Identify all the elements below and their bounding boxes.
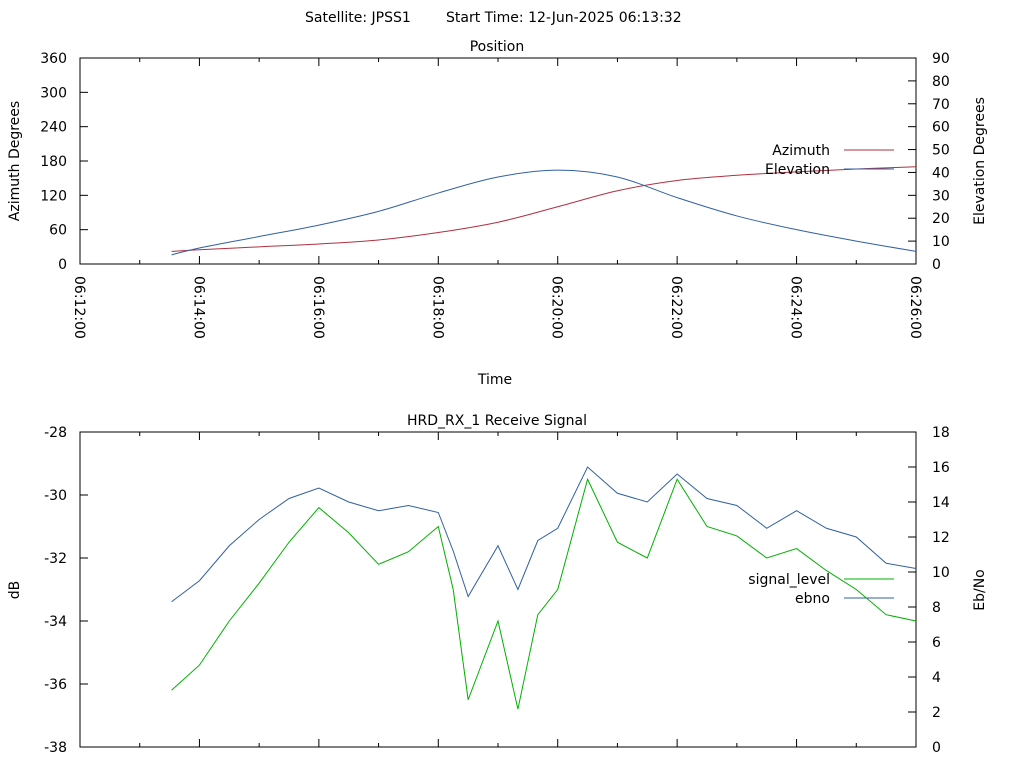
- start-time-label: Start Time: 12-Jun-2025 06:13:32: [446, 10, 682, 26]
- position-plot-frame: [79, 57, 917, 265]
- y-tick-label: 300: [40, 85, 67, 101]
- series-line-signal-level: [171, 477, 917, 710]
- y-tick-label: 360: [40, 51, 67, 67]
- x-tick-label: 06:14:00: [190, 276, 206, 339]
- y2-tick-label: 0: [932, 740, 941, 756]
- y-tick-label: -30: [44, 488, 67, 504]
- y2-tick-label: 16: [932, 460, 950, 476]
- position-chart: Position Azimuth Degrees Elevation Degre…: [7, 39, 988, 388]
- series-line-elevation: [171, 169, 917, 256]
- series-line-azimuth: [171, 166, 917, 252]
- y-tick-label: 60: [49, 223, 67, 239]
- x-tick-label: 06:16:00: [310, 276, 326, 339]
- y-tick-label: 180: [40, 154, 67, 170]
- y2-tick-label: 70: [932, 97, 950, 113]
- y2-tick-label: 90: [932, 51, 950, 67]
- y-tick-label: -38: [44, 740, 67, 756]
- series-line-ebno: [171, 466, 917, 603]
- y2-tick-label: 2: [932, 705, 941, 721]
- y2-tick-label: 12: [932, 530, 950, 546]
- signal-y2-axis-label: Eb/No: [972, 569, 988, 611]
- y-tick-label: -32: [44, 551, 67, 567]
- y2-tick-label: 8: [932, 600, 941, 616]
- position-y2-axis-label: Elevation Degrees: [972, 97, 988, 225]
- y2-tick-label: 10: [932, 234, 950, 250]
- signal-chart-title: HRD_RX_1 Receive Signal: [407, 413, 587, 429]
- y-tick-label: -34: [44, 614, 67, 630]
- y-tick-label: 0: [58, 257, 67, 273]
- x-tick-label: 06:24:00: [788, 276, 804, 339]
- y-tick-label: -36: [44, 677, 67, 693]
- y-tick-label: 120: [40, 188, 67, 204]
- y2-tick-label: 10: [932, 565, 950, 581]
- legend-entry: signal_level: [748, 572, 830, 588]
- y2-tick-label: 80: [932, 74, 950, 90]
- y-tick-label: -28: [44, 425, 67, 441]
- position-y-axis-label: Azimuth Degrees: [7, 101, 23, 221]
- y2-tick-label: 14: [932, 495, 950, 511]
- legend-entry: Elevation: [765, 162, 830, 178]
- y2-tick-label: 30: [932, 188, 950, 204]
- y2-tick-label: 18: [932, 425, 950, 441]
- y2-tick-label: 4: [932, 670, 941, 686]
- position-chart-title: Position: [470, 39, 525, 55]
- y2-tick-label: 50: [932, 143, 950, 159]
- signal-plot-frame: [79, 431, 917, 748]
- satellite-label: Satellite: JPSS1: [305, 10, 411, 26]
- position-x-axis-label: Time: [477, 372, 512, 388]
- legend-entry: Azimuth: [772, 143, 830, 159]
- y-tick-label: 240: [40, 120, 67, 136]
- y2-tick-label: 0: [932, 257, 941, 273]
- signal-chart: HRD_RX_1 Receive Signal dB Eb/No -38 -36 -…: [7, 413, 988, 756]
- x-tick-label: 06:22:00: [668, 276, 684, 339]
- x-tick-label: 06:26:00: [907, 276, 923, 339]
- y2-tick-label: 20: [932, 211, 950, 227]
- legend-entry: ebno: [795, 591, 830, 607]
- y2-tick-label: 6: [932, 635, 941, 651]
- x-tick-label: 06:18:00: [429, 276, 445, 339]
- signal-y-axis-label: dB: [7, 581, 23, 600]
- y2-tick-label: 40: [932, 165, 950, 181]
- x-tick-label: 06:20:00: [549, 276, 565, 339]
- x-tick-label: 06:12:00: [71, 276, 87, 339]
- y2-tick-label: 60: [932, 120, 950, 136]
